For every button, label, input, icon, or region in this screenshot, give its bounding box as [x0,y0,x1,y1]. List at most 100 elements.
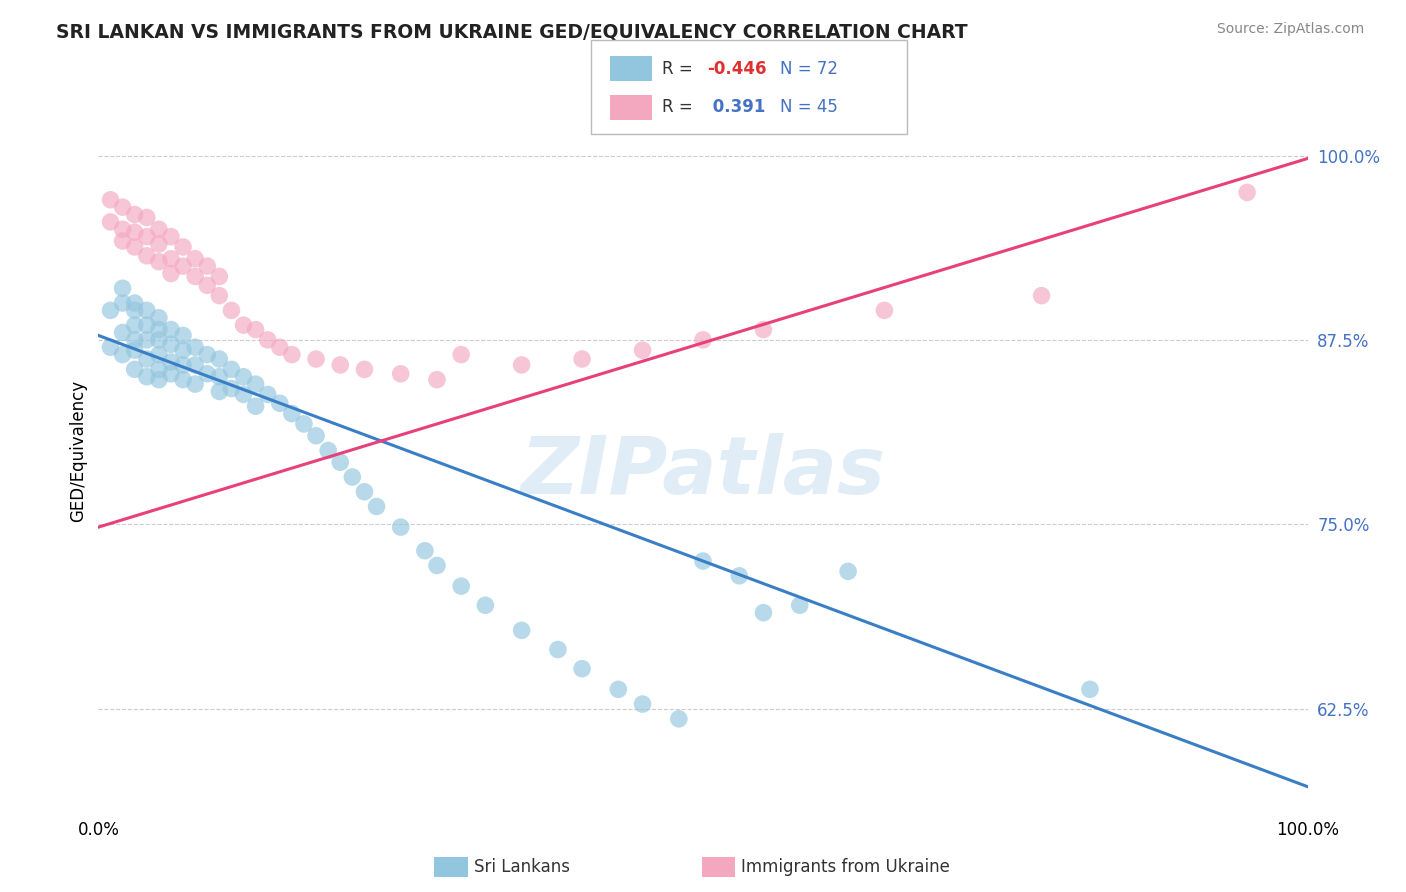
Point [172,240,194,254]
Point [692,333,714,347]
Point [232,318,254,332]
Point [245,377,267,392]
Point [281,407,304,421]
Point [100,303,122,318]
Point [728,569,751,583]
Point [221,362,243,376]
Point [195,278,218,293]
Point [148,373,170,387]
Point [353,362,375,376]
Point [571,352,593,367]
Point [135,352,157,367]
Point [148,310,170,325]
Point [256,387,278,401]
Point [160,367,183,381]
Point [281,348,304,362]
Point [353,484,375,499]
Point [111,296,134,310]
Point [232,369,254,384]
Point [184,358,207,372]
Point [100,193,122,207]
Point [316,443,339,458]
Point [245,322,267,336]
Point [195,367,218,381]
Point [450,579,472,593]
Point [148,362,170,376]
Text: Sri Lankans: Sri Lankans [474,858,569,876]
Point [160,355,183,369]
Point [111,234,134,248]
Point [208,352,231,367]
Text: R =: R = [662,60,699,78]
Point [172,343,194,358]
Point [305,352,328,367]
Point [135,318,157,332]
Point [631,697,654,711]
Point [692,554,714,568]
Point [329,358,352,372]
Point [135,249,157,263]
Point [148,254,170,268]
Point [510,624,533,638]
Point [184,377,207,392]
Point [837,565,859,579]
Point [329,455,352,469]
Point [366,500,388,514]
Point [389,520,412,534]
Point [413,543,436,558]
Point [124,303,146,318]
Point [195,259,218,273]
Point [111,348,134,362]
Text: 0.391: 0.391 [707,98,766,116]
Point [1031,288,1053,302]
Point [269,396,291,410]
Point [172,328,194,343]
Point [426,558,449,573]
Point [160,337,183,351]
Point [221,382,243,396]
Point [450,348,472,362]
Point [172,373,194,387]
Point [160,229,183,244]
Point [160,252,183,266]
Point [631,343,654,358]
Point [547,642,569,657]
Point [1078,682,1101,697]
Point [135,211,157,225]
Point [305,428,328,442]
Point [269,340,291,354]
Point [195,348,218,362]
Point [208,369,231,384]
Point [111,222,134,236]
Point [148,348,170,362]
Point [208,384,231,399]
Point [160,322,183,336]
Text: N = 45: N = 45 [780,98,838,116]
Point [221,303,243,318]
Point [208,269,231,284]
Point [510,358,533,372]
Point [292,417,315,431]
Point [245,399,267,413]
Point [148,222,170,236]
Point [148,322,170,336]
Point [124,240,146,254]
Text: ZIPatlas: ZIPatlas [520,434,886,511]
Text: R =: R = [662,98,699,116]
Point [135,303,157,318]
Y-axis label: GED/Equivalency: GED/Equivalency [69,379,87,522]
Point [184,252,207,266]
Text: SRI LANKAN VS IMMIGRANTS FROM UKRAINE GED/EQUIVALENCY CORRELATION CHART: SRI LANKAN VS IMMIGRANTS FROM UKRAINE GE… [56,22,967,41]
Point [135,369,157,384]
Point [111,326,134,340]
Point [752,606,775,620]
Point [474,599,496,613]
Text: N = 72: N = 72 [780,60,838,78]
Text: Source: ZipAtlas.com: Source: ZipAtlas.com [1216,22,1364,37]
Point [1236,186,1258,200]
Point [124,296,146,310]
Point [148,333,170,347]
Point [232,387,254,401]
Point [135,229,157,244]
Point [100,215,122,229]
